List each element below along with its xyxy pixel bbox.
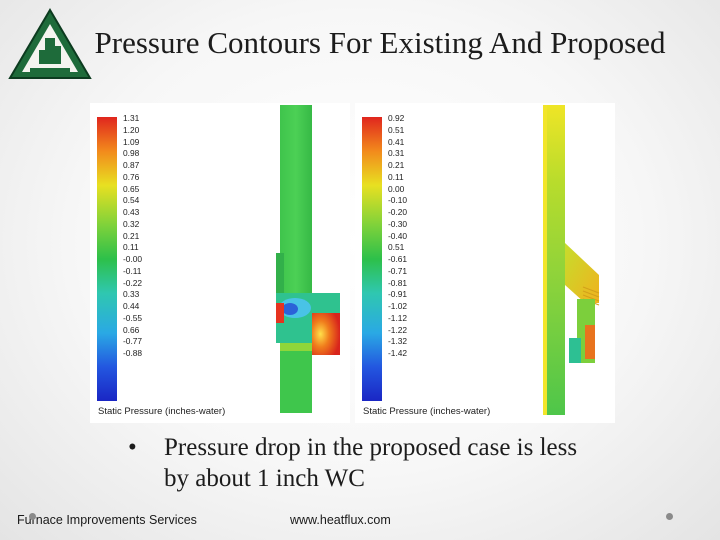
scale-tick: 0.87: [123, 160, 140, 170]
scale-tick: -1.12: [388, 312, 408, 323]
scale-tick: 0.21: [388, 160, 405, 170]
scale-tick: 0.11: [123, 242, 139, 253]
proposed-scale-ticks: 0.92 0.51 0.41 0.31 0.21 0.11 0.00 -0.10…: [388, 113, 407, 360]
scale-tick: 1.09: [123, 136, 140, 147]
proposed-color-scale: [362, 117, 382, 401]
scale-tick: -0.00: [123, 254, 143, 264]
scale-tick: -1.42: [388, 348, 408, 358]
slide-title: Pressure Contours For Existing And Propo…: [94, 25, 666, 60]
bullet-marker: •: [128, 434, 137, 461]
scale-tick: -0.40: [388, 230, 408, 241]
proposed-scale-caption: Static Pressure (inches-water): [363, 406, 491, 417]
company-logo: [8, 8, 92, 79]
scale-tick: -0.10: [388, 195, 408, 206]
bullet-point: • Pressure drop in the proposed case is …: [128, 432, 608, 494]
scale-tick: -0.81: [388, 277, 408, 288]
scale-tick: -0.55: [123, 312, 143, 323]
scale-tick: 0.54: [123, 195, 140, 206]
scale-tick: 0.43: [123, 207, 140, 217]
proposed-contour-panel: 0.92 0.51 0.41 0.31 0.21 0.11 0.00 -0.10…: [355, 103, 615, 423]
existing-duct-contour: [276, 105, 340, 413]
scale-tick: 0.76: [123, 171, 140, 182]
scale-tick: -1.32: [388, 336, 408, 347]
decor-dot-left: [29, 513, 36, 520]
scale-tick: 1.31: [123, 113, 140, 123]
scale-tick: -0.71: [388, 265, 408, 276]
scale-tick: -1.02: [388, 301, 408, 311]
footer-company: Furnace Improvements Services: [17, 513, 197, 527]
bullet-text: Pressure drop in the proposed case is le…: [164, 434, 578, 492]
scale-tick: -0.61: [388, 254, 408, 264]
scale-tick: -1.22: [388, 324, 408, 335]
scale-tick: 0.31: [388, 148, 405, 159]
scale-tick: 0.66: [123, 324, 140, 335]
scale-tick: 0.92: [388, 113, 405, 123]
scale-tick: -0.77: [123, 336, 143, 347]
scale-tick: 0.44: [123, 301, 140, 311]
existing-scale-caption: Static Pressure (inches-water): [98, 406, 226, 417]
scale-tick: 0.21: [123, 230, 140, 241]
scale-tick: -0.11: [123, 265, 142, 276]
scale-tick: 0.33: [123, 289, 140, 300]
existing-contour-panel: 1.31 1.20 1.09 0.98 0.87 0.76 0.65 0.54 …: [90, 103, 350, 423]
decor-dot-right: [666, 513, 673, 520]
scale-tick: 0.65: [123, 183, 140, 194]
scale-tick: 0.00: [388, 183, 405, 194]
scale-tick: 0.51: [388, 242, 405, 253]
scale-tick: -0.91: [388, 289, 408, 300]
scale-tick: -0.20: [388, 207, 408, 217]
scale-tick: -0.22: [123, 277, 143, 288]
scale-tick: 0.11: [388, 171, 404, 182]
footer-website: www.heatflux.com: [290, 513, 391, 527]
scale-tick: 0.98: [123, 148, 140, 159]
existing-color-scale: [97, 117, 117, 401]
scale-tick: 0.32: [123, 218, 140, 229]
existing-scale-ticks: 1.31 1.20 1.09 0.98 0.87 0.76 0.65 0.54 …: [123, 113, 142, 360]
scale-tick: -0.30: [388, 218, 408, 229]
scale-tick: 0.51: [388, 124, 405, 135]
scale-tick: 0.41: [388, 136, 405, 147]
proposed-duct-contour: [543, 105, 600, 415]
scale-tick: -0.88: [123, 348, 143, 358]
scale-tick: 1.20: [123, 124, 140, 135]
